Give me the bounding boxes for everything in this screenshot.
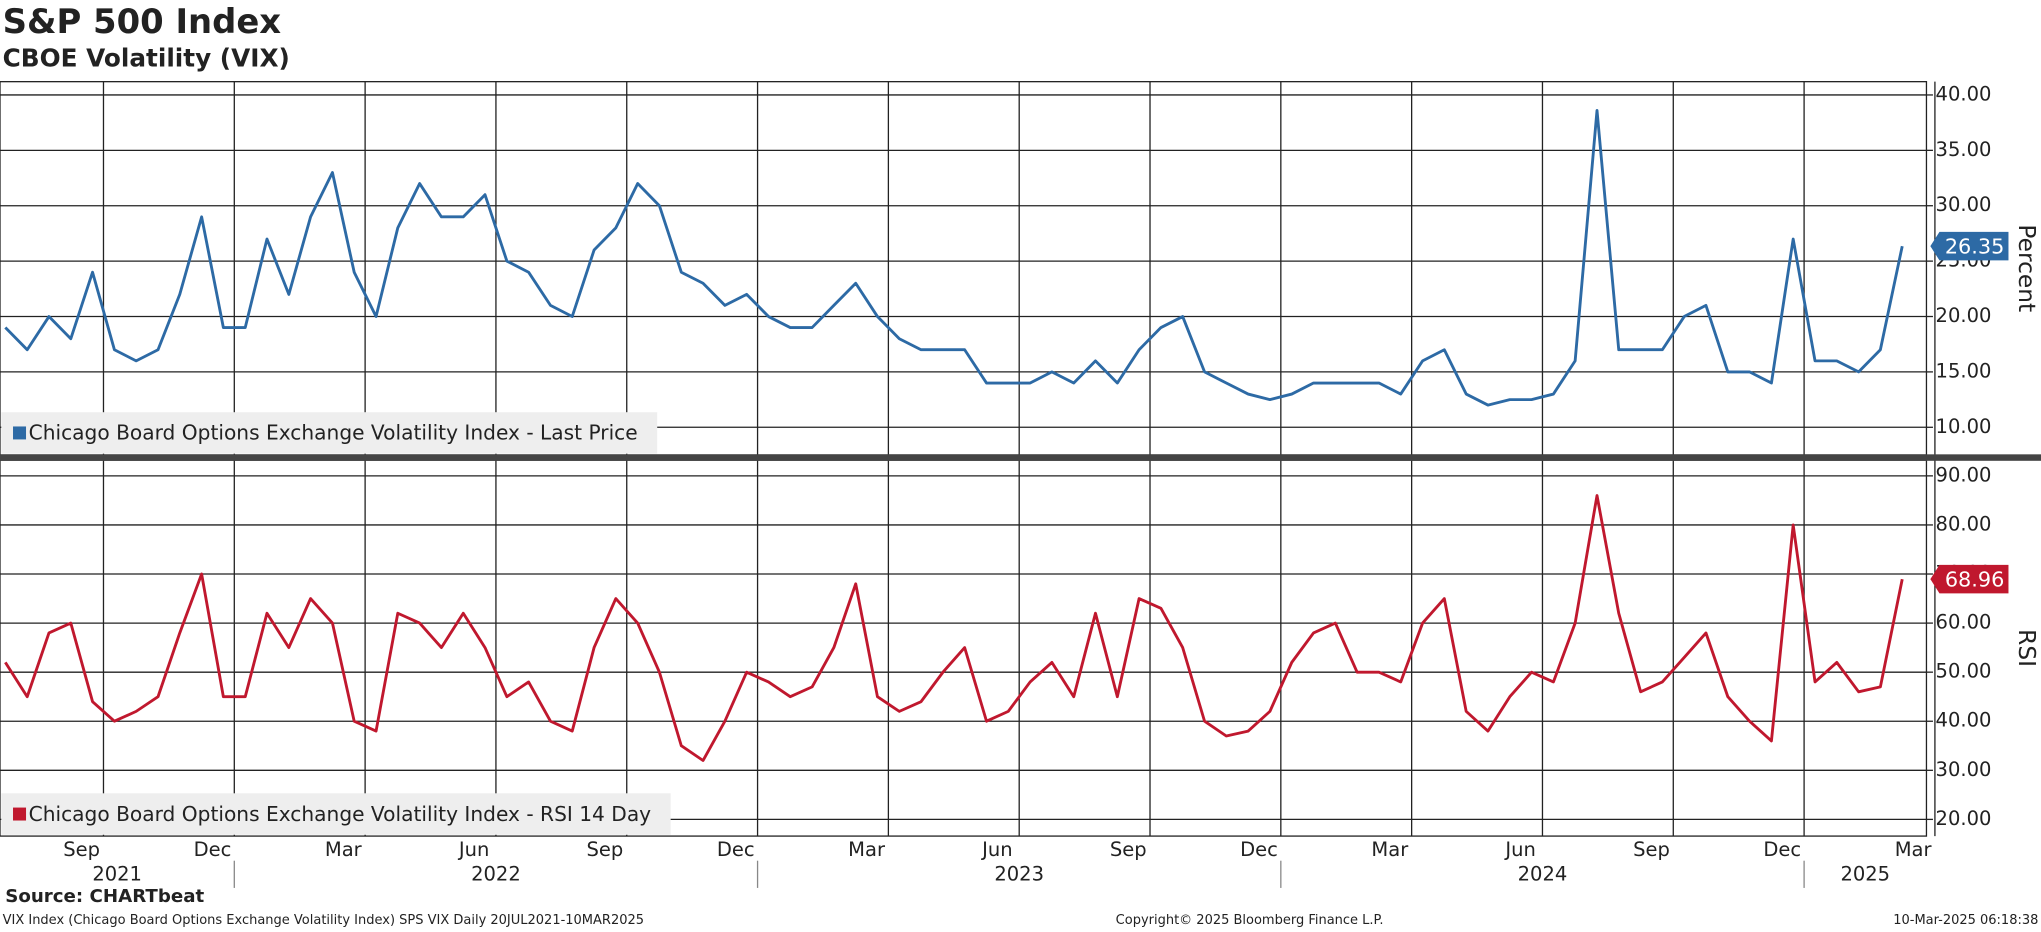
- year-label: 2025: [1840, 862, 1890, 885]
- x-tick-label: Sep: [63, 838, 100, 861]
- y-tick-label: 40.00: [1936, 82, 1992, 105]
- y-tick-label: 30.00: [1936, 758, 1992, 781]
- x-tick-label: Dec: [1763, 838, 1801, 861]
- legend-box: [1, 793, 671, 835]
- x-tick-label: Jun: [458, 838, 489, 861]
- last-value-tag: [1930, 564, 2009, 594]
- x-tick-label: Mar: [848, 838, 885, 861]
- x-tick-label: Sep: [587, 838, 624, 861]
- panel-divider: [0, 454, 2041, 461]
- footer-left: VIX Index (Chicago Board Options Exchang…: [3, 913, 644, 928]
- plot-frame: [0, 81, 1928, 456]
- y-tick-label: 40.00: [1936, 709, 1992, 732]
- y-tick-label: 20.00: [1936, 807, 1992, 830]
- footer-center: Copyright© 2025 Bloomberg Finance L.P.: [1116, 913, 1384, 928]
- legend-swatch: [13, 426, 27, 440]
- y-tick-label: 30.00: [1936, 193, 1992, 216]
- y-tick-label: 80.00: [1936, 512, 1992, 535]
- y-tick-label: 35.00: [1936, 138, 1992, 161]
- legend-label: Chicago Board Options Exchange Volatilit…: [29, 802, 652, 826]
- y-tick-label: 50.00: [1936, 660, 1992, 683]
- source: Source: CHARTbeat: [5, 886, 204, 907]
- x-tick-label: Jun: [1504, 838, 1535, 861]
- y-axis-label: Percent: [2013, 224, 2041, 312]
- year-label: 2023: [994, 862, 1044, 885]
- x-tick-label: Sep: [1633, 838, 1670, 861]
- year-label: 2024: [1518, 862, 1568, 885]
- chart-subtitle: CBOE Volatility (VIX): [3, 44, 290, 73]
- x-tick-label: Mar: [1895, 838, 1932, 861]
- series-line: [4, 494, 1904, 762]
- x-tick-label: Dec: [194, 838, 232, 861]
- year-label: 2021: [92, 862, 142, 885]
- x-tick-label: Mar: [1371, 838, 1408, 861]
- year-label: 2022: [471, 862, 521, 885]
- y-tick-label: 90.00: [1936, 463, 1992, 486]
- footer-right: 10-Mar-2025 06:18:38: [1893, 913, 2038, 928]
- x-tick-label: Dec: [717, 838, 755, 861]
- y-tick-label: 20.00: [1936, 304, 1992, 327]
- x-tick-label: Dec: [1240, 838, 1278, 861]
- legend-box: [1, 412, 658, 454]
- chart-title: S&P 500 Index: [3, 2, 282, 41]
- x-tick-label: Mar: [325, 838, 362, 861]
- y-tick-label: 60.00: [1936, 611, 1992, 634]
- x-tick-label: Jun: [981, 838, 1012, 861]
- series-line: [4, 109, 1904, 407]
- legend-label: Chicago Board Options Exchange Volatilit…: [29, 421, 638, 445]
- last-value-tag: [1930, 231, 2009, 261]
- last-value-label: 26.35: [1945, 234, 2005, 258]
- y-tick-label: 10.00: [1936, 415, 1992, 438]
- y-tick-label: 15.00: [1936, 359, 1992, 382]
- last-value-label: 68.96: [1945, 567, 2005, 591]
- x-tick-label: Sep: [1110, 838, 1147, 861]
- y-axis-label: RSI: [2013, 629, 2041, 667]
- legend-swatch: [13, 807, 27, 821]
